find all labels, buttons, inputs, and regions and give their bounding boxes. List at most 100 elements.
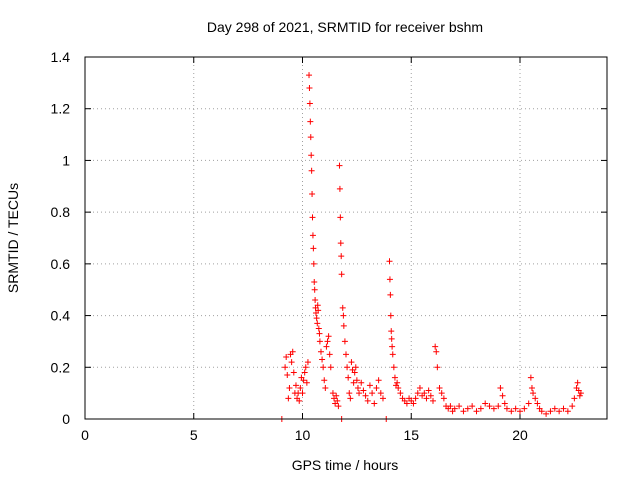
data-point xyxy=(310,260,317,267)
data-point xyxy=(337,240,344,247)
data-point xyxy=(414,390,421,397)
data-point xyxy=(387,312,394,319)
data-point xyxy=(336,162,343,169)
data-point xyxy=(309,214,316,221)
data-point xyxy=(292,382,299,389)
data-point xyxy=(309,191,316,198)
data-point xyxy=(386,258,393,265)
data-point xyxy=(456,403,463,410)
data-point xyxy=(297,384,304,391)
data-point xyxy=(403,400,410,407)
data-point xyxy=(340,322,347,329)
data-point xyxy=(530,390,537,397)
data-point xyxy=(421,390,428,397)
data-point xyxy=(577,390,584,397)
data-point xyxy=(338,271,345,278)
data-point xyxy=(371,400,378,407)
data-point xyxy=(447,403,454,410)
data-point xyxy=(345,374,352,381)
data-point xyxy=(354,384,361,391)
data-point xyxy=(340,312,347,319)
data-point xyxy=(288,359,295,366)
data-point xyxy=(576,392,583,399)
data-point xyxy=(314,320,321,327)
data-point xyxy=(286,384,293,391)
data-point xyxy=(356,390,363,397)
data-point xyxy=(311,278,318,285)
data-point xyxy=(390,364,397,371)
data-point xyxy=(369,390,376,397)
data-point xyxy=(315,307,322,314)
data-point xyxy=(348,359,355,366)
data-point xyxy=(512,405,519,412)
data-point xyxy=(314,302,321,309)
data-point xyxy=(388,335,395,342)
data-point xyxy=(299,390,306,397)
data-point xyxy=(571,395,578,402)
data-point xyxy=(337,214,344,221)
data-point xyxy=(497,384,504,391)
data-point xyxy=(501,400,508,407)
data-point xyxy=(296,397,303,404)
data-point xyxy=(525,400,532,407)
data-point xyxy=(334,397,341,404)
data-point xyxy=(321,377,328,384)
x-tick-label: 15 xyxy=(403,427,419,443)
data-point xyxy=(289,348,296,355)
data-point xyxy=(366,382,373,389)
data-point xyxy=(423,395,430,402)
data-point xyxy=(464,405,471,412)
data-point xyxy=(301,369,308,376)
data-point xyxy=(350,379,357,386)
data-point xyxy=(451,405,458,412)
data-point xyxy=(391,374,398,381)
data-point xyxy=(333,392,340,399)
data-point xyxy=(373,384,380,391)
data-point xyxy=(460,408,467,415)
data-point xyxy=(508,408,515,415)
data-point xyxy=(503,405,510,412)
data-point xyxy=(316,338,323,345)
data-point xyxy=(532,395,539,402)
data-point xyxy=(389,351,396,358)
data-point xyxy=(282,364,289,371)
data-point xyxy=(395,384,402,391)
y-tick-label: 1.2 xyxy=(51,101,71,117)
data-point xyxy=(306,72,313,79)
data-point xyxy=(311,286,318,293)
y-tick-label: 0.4 xyxy=(51,308,71,324)
data-point xyxy=(336,185,343,192)
data-point xyxy=(316,330,323,337)
data-point xyxy=(477,405,484,412)
data-point xyxy=(538,408,545,415)
data-point xyxy=(469,403,476,410)
y-tick-label: 1 xyxy=(62,152,70,168)
data-point xyxy=(432,343,439,350)
data-point xyxy=(324,338,331,345)
data-point xyxy=(389,343,396,350)
data-point xyxy=(440,395,447,402)
data-point xyxy=(560,405,567,412)
data-point xyxy=(304,359,311,366)
data-point xyxy=(569,403,576,410)
data-point xyxy=(339,304,346,311)
data-point xyxy=(335,403,342,410)
y-tick-label: 0.2 xyxy=(51,359,71,375)
data-point xyxy=(425,387,432,394)
data-point xyxy=(313,315,320,322)
data-point xyxy=(284,372,291,379)
data-point xyxy=(310,245,317,252)
data-point xyxy=(343,351,349,358)
plot-frame xyxy=(84,56,608,420)
data-point xyxy=(325,333,332,340)
data-point xyxy=(394,379,401,386)
data-point xyxy=(338,253,345,260)
data-point xyxy=(551,405,558,412)
y-tick-label: 0.8 xyxy=(51,204,71,220)
data-point xyxy=(521,405,528,412)
data-point xyxy=(490,405,497,412)
data-point xyxy=(312,297,319,304)
data-point xyxy=(433,348,440,355)
